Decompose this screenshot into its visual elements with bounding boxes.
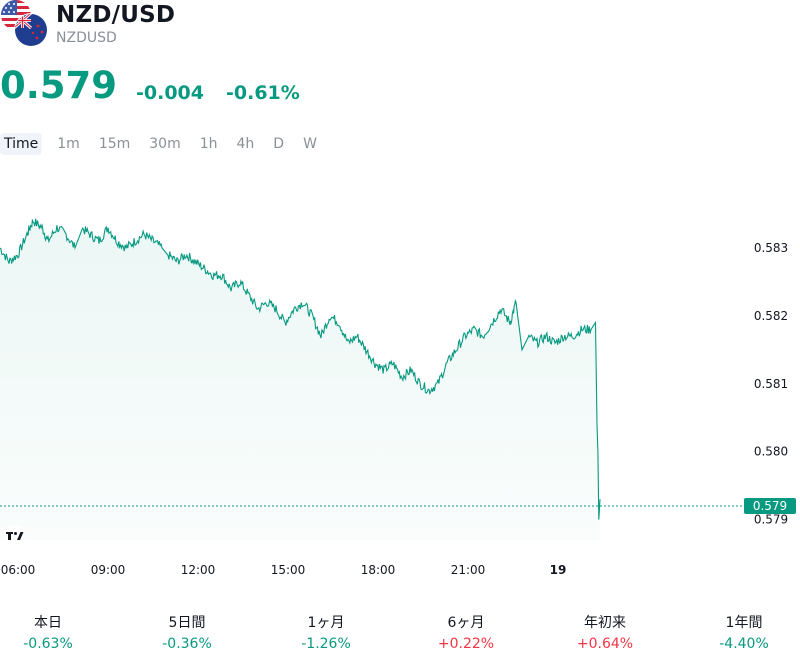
perf-item-1m: 1ヶ月 -1.26% xyxy=(271,604,381,652)
tab-15m[interactable]: 15m xyxy=(98,136,131,152)
perf-value: -0.63% xyxy=(23,636,73,652)
x-tick-label: 12:00 xyxy=(181,563,216,577)
perf-label: 6ヶ月 xyxy=(447,615,485,631)
x-tick-label: 15:00 xyxy=(271,563,306,577)
y-tick-label: 0.583 xyxy=(754,241,788,255)
x-tick-label: 09:00 xyxy=(91,563,126,577)
perf-label: 年初来 xyxy=(584,615,626,631)
x-tick-label: 19 xyxy=(550,563,567,577)
perf-item-today: 本日 -0.63% xyxy=(0,604,103,652)
last-price-badge xyxy=(744,498,796,515)
tab-d[interactable]: D xyxy=(273,136,285,152)
performance-summary: 本日 -0.63% 5日間 -0.36% 1ヶ月 -1.26% 6ヶ月 +0.2… xyxy=(0,604,800,660)
tab-30m[interactable]: 30m xyxy=(149,136,181,152)
tab-1h[interactable]: 1h xyxy=(199,136,218,152)
price-change: -0.004 xyxy=(136,82,204,104)
perf-value: -0.36% xyxy=(162,636,212,652)
x-tick-label: 18:00 xyxy=(361,563,396,577)
price-change-percent: -0.61% xyxy=(226,82,300,104)
perf-label: 1年間 xyxy=(725,615,763,631)
x-tick-label: 06:00 xyxy=(1,563,36,577)
x-tick-label: 21:00 xyxy=(451,563,486,577)
symbol-title: NZD/USD xyxy=(56,2,176,28)
price-area-fill xyxy=(0,218,600,540)
perf-item-1y: 1年間 -4.40% xyxy=(689,604,799,652)
perf-value: +0.64% xyxy=(576,636,634,652)
symbol-code: NZDUSD xyxy=(56,30,117,46)
perf-label: 本日 xyxy=(34,615,62,631)
timeframe-tabs: Time 1m 15m 30m 1h 4h D W xyxy=(0,132,332,156)
tab-4h[interactable]: 4h xyxy=(236,136,255,152)
last-price-label: 0.579 xyxy=(753,499,787,513)
price-line xyxy=(0,218,601,520)
current-price: 0.579 xyxy=(0,64,118,107)
y-tick-label: 0.579 xyxy=(754,513,788,527)
perf-item-5d: 5日間 -0.36% xyxy=(132,604,242,652)
y-tick-label: 0.582 xyxy=(754,309,788,323)
tab-1m[interactable]: 1m xyxy=(57,136,80,152)
y-tick-label: 0.580 xyxy=(754,445,788,459)
tab-time[interactable]: Time xyxy=(0,133,43,155)
price-chart[interactable]: 0.583 0.582 0.581 0.580 0.579 06:00 09:00 12:0… xyxy=(0,160,800,590)
perf-item-ytd: 年初来 +0.64% xyxy=(550,604,660,652)
perf-label: 1ヶ月 xyxy=(307,615,345,631)
perf-value: +0.22% xyxy=(437,636,495,652)
perf-label: 5日間 xyxy=(168,615,206,631)
tradingview-logo-icon[interactable] xyxy=(2,526,26,546)
currency-flags xyxy=(1,0,48,47)
perf-value: -4.40% xyxy=(719,636,769,652)
y-tick-label: 0.581 xyxy=(754,377,788,391)
perf-value: -1.26% xyxy=(301,636,351,652)
tab-w[interactable]: W xyxy=(303,136,317,152)
perf-item-6m: 6ヶ月 +0.22% xyxy=(411,604,521,652)
